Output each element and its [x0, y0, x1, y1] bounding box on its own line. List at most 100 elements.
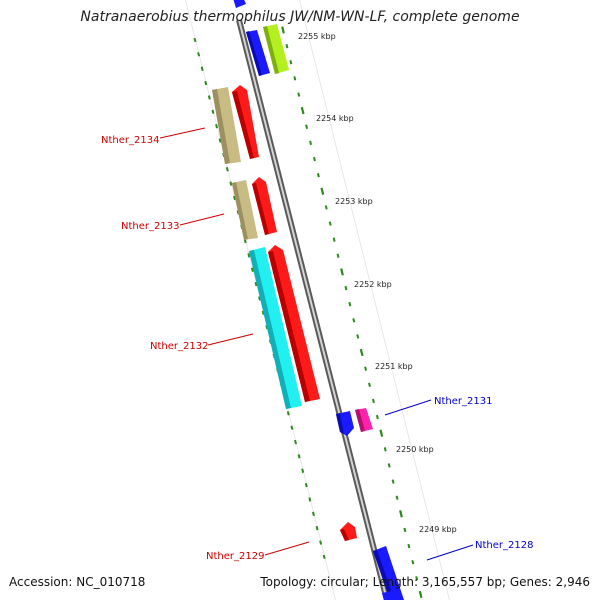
- ruler-minor-tick: [193, 37, 197, 43]
- kbp-label: 2249 kbp: [419, 525, 457, 534]
- ruler-minor-tick: [368, 382, 371, 387]
- gene-label-nther-2132[interactable]: Nther_2132: [150, 341, 208, 352]
- ruler-minor-tick: [315, 525, 319, 531]
- ruler-minor-tick: [211, 109, 215, 114]
- ruler-minor-tick: [322, 554, 326, 560]
- ruler-minor-tick: [225, 167, 229, 172]
- gene-arrow-nther-2131-blue[interactable]: [336, 411, 354, 436]
- kbp-label: 2251 kbp: [375, 362, 413, 371]
- ruler-minor-tick: [316, 172, 320, 178]
- ruler-minor-tick: [411, 560, 415, 565]
- ruler-minor-tick: [294, 439, 297, 445]
- ruler-major-tick: [340, 268, 344, 276]
- ruler-minor-tick: [387, 463, 391, 468]
- ruler-minor-tick: [375, 414, 379, 420]
- ruler-minor-tick: [218, 138, 222, 143]
- ruler-minor-tick: [391, 479, 395, 484]
- ruler-minor-tick: [308, 497, 312, 502]
- ruler-minor-tick: [305, 124, 309, 129]
- ruler-minor-tick: [372, 398, 375, 404]
- ruler-minor-tick: [207, 95, 211, 100]
- ruler-minor-tick: [261, 310, 265, 315]
- ruler-minor-tick: [352, 318, 356, 323]
- ruler-minor-tick: [364, 366, 368, 371]
- ruler-minor-tick: [403, 527, 407, 533]
- ruler-minor-tick: [250, 267, 254, 272]
- gene-arrow-nther-2128[interactable]: [373, 546, 408, 600]
- gene-arrow-nther-2133[interactable]: [252, 177, 277, 235]
- gene-callout-labels: Nther_2134 Nther_2133 Nther_2132 Nther_2…: [101, 135, 533, 562]
- gene-label-nther-2128[interactable]: Nther_2128: [475, 540, 533, 551]
- ruler-minor-tick: [407, 543, 411, 549]
- ruler-minor-tick: [254, 281, 258, 287]
- ruler-minor-tick: [229, 181, 233, 186]
- gene-callout-lines: [159, 127, 474, 561]
- ruler-minor-tick: [293, 76, 297, 81]
- page-title: Natranaerobius thermophilus JW/NM-WN-LF,…: [80, 9, 519, 25]
- ruler-minor-tick: [313, 156, 316, 162]
- ruler-minor-tick: [415, 576, 419, 581]
- genome-summary-text: Topology: circular; Length: 3,165,557 bp…: [259, 575, 590, 589]
- ruler-minor-tick: [197, 52, 201, 57]
- ruler-minor-tick: [395, 495, 399, 500]
- gene-arrow-nther-2131[interactable]: [355, 408, 373, 432]
- kbp-label: 2255 kbp: [298, 32, 336, 41]
- ruler-minor-tick: [336, 253, 340, 258]
- gene-arrow[interactable]: [263, 24, 289, 74]
- gene-arrow-nther-2134[interactable]: [232, 85, 259, 159]
- ruler-minor-tick: [297, 92, 301, 97]
- ruler-minor-tick: [383, 447, 387, 452]
- ruler-minor-tick: [297, 454, 301, 459]
- ruler-minor-tick: [348, 301, 352, 307]
- gene-arrow[interactable]: [232, 0, 246, 8]
- ruler-minor-tick: [312, 511, 315, 517]
- genome-backbone: [236, 19, 391, 600]
- ruler-minor-tick: [356, 334, 360, 339]
- accession-text: Accession: NC_010718: [9, 575, 145, 589]
- ruler-major-tick: [300, 106, 305, 115]
- ruler-minor-tick: [332, 237, 336, 242]
- gene-arrow-nther-2134-khaki[interactable]: [212, 87, 241, 164]
- ruler-minor-tick: [328, 221, 332, 226]
- gene-label-nther-2129[interactable]: Nther_2129: [206, 551, 264, 562]
- kbp-ruler-labels: 2255 kbp 2254 kbp 2253 kbp 2252 kbp 2251…: [298, 32, 457, 534]
- kbp-label: 2250 kbp: [396, 445, 434, 454]
- gene-label-nther-2133[interactable]: Nther_2133: [121, 221, 179, 232]
- kbp-label: 2252 kbp: [354, 280, 392, 289]
- kbp-label: 2254 kbp: [316, 114, 354, 123]
- ruler-minor-tick: [286, 411, 290, 416]
- ruler-minor-tick: [233, 195, 236, 201]
- gene-arrow-nther-2132[interactable]: [268, 245, 320, 402]
- ruler-minor-tick: [236, 210, 240, 215]
- ruler-major-tick: [320, 187, 325, 195]
- ruler-minor-tick: [319, 540, 323, 545]
- ruler-minor-tick: [215, 123, 218, 129]
- ruler-minor-tick: [344, 285, 348, 291]
- kbp-label: 2253 kbp: [335, 197, 373, 206]
- gene-features: [212, 0, 408, 600]
- ruler-minor-tick: [204, 80, 208, 86]
- gene-label-nther-2134[interactable]: Nther_2134: [101, 135, 159, 146]
- gene-arrow-nther-2133-khaki[interactable]: [232, 180, 258, 240]
- ruler-major-tick: [379, 429, 384, 437]
- gene-arrow[interactable]: [382, 590, 400, 600]
- ruler-minor-tick: [304, 482, 308, 488]
- ruler-major-tick: [359, 348, 364, 357]
- ruler-major-tick: [418, 590, 423, 599]
- ruler-minor-tick: [285, 43, 289, 49]
- ruler-minor-tick: [200, 66, 204, 71]
- ruler-minor-tick: [265, 324, 269, 330]
- outer-tick-row: [281, 26, 423, 599]
- ruler-minor-tick: [301, 468, 305, 473]
- ruler-major-tick: [281, 26, 285, 34]
- ruler-minor-tick: [324, 205, 328, 210]
- ruler-minor-tick: [309, 140, 312, 146]
- ruler-minor-tick: [258, 296, 262, 301]
- gene-arrow-nther-2132-cyan[interactable]: [249, 247, 302, 409]
- ruler-minor-tick: [289, 60, 293, 65]
- gene-arrow[interactable]: [246, 30, 270, 76]
- ruler-minor-tick: [247, 253, 251, 258]
- gene-label-nther-2131[interactable]: Nther_2131: [434, 396, 492, 407]
- gene-arrow-nther-2129[interactable]: [340, 522, 357, 541]
